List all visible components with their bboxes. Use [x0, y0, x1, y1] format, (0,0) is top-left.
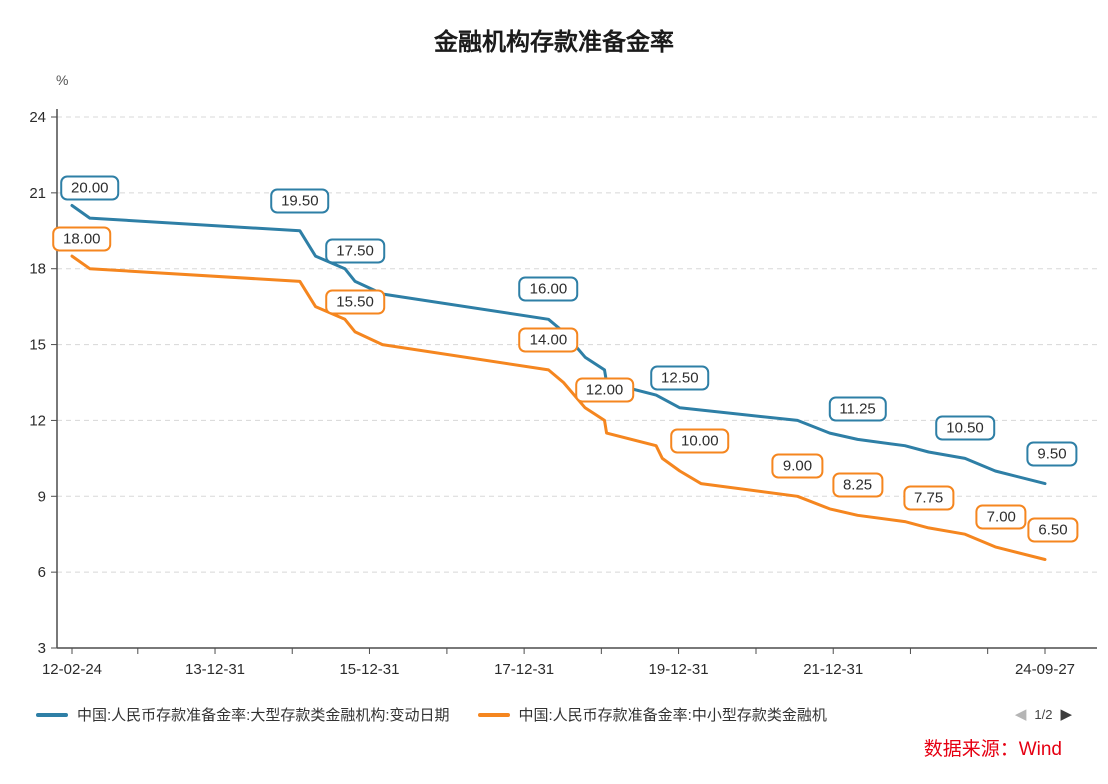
legend-pager: ◀ 1/2 ▶ [1015, 707, 1072, 722]
y-tick-label: 6 [38, 564, 46, 581]
chart-title: 金融机构存款准备金率 [434, 29, 674, 56]
page-indicator: 1/2 [1034, 707, 1053, 722]
x-tick-label: 17-12-31 [494, 661, 554, 678]
prev-page-icon[interactable]: ◀ [1014, 706, 1027, 723]
x-tick-label: 24-09-27 [1015, 661, 1075, 678]
plot-area: 24 21 18 15 12 9 6 3 12-02-24 13-12-31 15-12-31 17-… [29, 109, 1097, 678]
y-tick-label: 24 [29, 109, 46, 126]
legend-label-small-medium: 中国:人民币存款准备金率:中小型存款类金融机 [518, 707, 827, 724]
x-tick-label: 15-12-31 [339, 661, 399, 678]
y-tick-label: 18 [29, 261, 46, 278]
y-tick-label: 3 [38, 640, 46, 657]
legend: 中国:人民币存款准备金率:大型存款类金融机构:变动日期 中国:人民币存款准备金率… [36, 704, 1072, 725]
series-line-large [70, 204, 1047, 486]
y-tick-label: 15 [29, 337, 46, 354]
legend-item-small-medium-institutions[interactable]: 中国:人民币存款准备金率:中小型存款类金融机 [477, 704, 827, 725]
y-tick-label: 21 [29, 185, 46, 202]
y-axis-unit-label: % [56, 72, 69, 88]
next-page-icon[interactable]: ▶ [1060, 706, 1072, 723]
legend-line-swatch-small-medium [477, 712, 510, 717]
x-tick-label: 12-02-24 [42, 661, 102, 678]
x-tick-label: 21-12-31 [803, 661, 863, 678]
data-source-label: 数据来源：Wind [923, 739, 1062, 760]
series-line-small [70, 254, 1047, 561]
legend-line-swatch-large [36, 712, 68, 717]
y-tick-label: 12 [29, 412, 46, 429]
legend-label-large: 中国:人民币存款准备金率:大型存款类金融机构:变动日期 [77, 707, 450, 724]
legend-item-large-institutions[interactable]: 中国:人民币存款准备金率:大型存款类金融机构:变动日期 [36, 704, 450, 725]
x-tick-label: 19-12-31 [649, 661, 709, 678]
y-tick-label: 9 [38, 488, 46, 505]
x-tick-label: 13-12-31 [185, 661, 245, 678]
